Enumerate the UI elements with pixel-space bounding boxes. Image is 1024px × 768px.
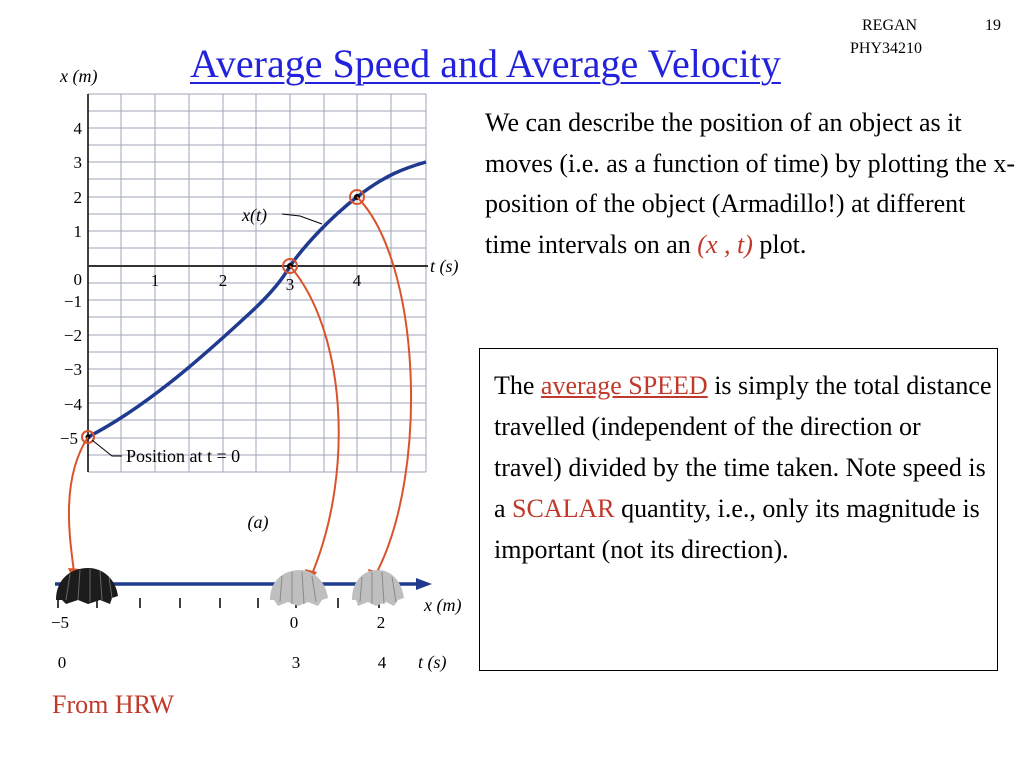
y-tick-label: 0	[74, 270, 83, 289]
data-point-marker	[282, 258, 298, 274]
time-row-label: t (s)	[418, 652, 447, 673]
y-tick-label: 2	[74, 188, 83, 207]
armadillo-icon	[270, 570, 328, 606]
x-tick-label: 3	[286, 275, 295, 294]
average-speed-definition: The average SPEED is simply the total di…	[494, 365, 994, 570]
grid-horizontal	[88, 93, 426, 473]
armadillo-icon	[352, 570, 404, 606]
y-tick-label: −5	[60, 429, 78, 448]
average-speed-term: average SPEED	[540, 371, 708, 400]
speed-text-part2: quantity, i.e., only its magnitude is im…	[494, 494, 980, 564]
time-row-value: 0	[58, 653, 67, 672]
start-label: Position at t = 0	[126, 446, 240, 466]
arrow-heads	[68, 568, 380, 584]
y-tick-label: 4	[74, 119, 83, 138]
start-label-leader	[91, 439, 122, 457]
mapping-arrows	[67, 196, 413, 575]
y-tick-label: −2	[64, 326, 82, 345]
y-tick-label: 3	[74, 153, 83, 172]
time-row-value: 3	[292, 653, 301, 672]
y-axis-label: x (m)	[59, 66, 97, 87]
position-time-figure: x (m) 4 3 2 1 0 −1 −2 −3 −4 −5 1 2 3 4 t…	[51, 66, 462, 673]
curve-label: x(t)	[241, 205, 267, 226]
position-curve	[87, 160, 427, 439]
x-tick-label: 1	[151, 271, 160, 290]
y-tick-label: −4	[64, 395, 83, 414]
source-credit: From HRW	[52, 690, 175, 719]
y-tick-label: −3	[64, 360, 82, 379]
author-label: REGAN	[862, 17, 918, 34]
grid-vertical	[120, 94, 427, 472]
xt-notation: (x , t)	[697, 229, 753, 259]
intro-text: We can describe the position of an objec…	[485, 108, 1015, 259]
number-line-label: x (m)	[423, 595, 461, 616]
data-point-marker	[349, 189, 365, 205]
intro-paragraph: We can describe the position of an objec…	[485, 103, 1015, 265]
panel-label: (a)	[248, 512, 269, 533]
speed-prefix: The	[494, 371, 541, 400]
page-title: Average Speed and Average Velocity	[190, 41, 781, 86]
y-tick-label: 1	[74, 222, 83, 241]
scalar-term: SCALAR	[512, 494, 615, 523]
number-line-tick-label: −5	[51, 613, 69, 632]
number-line-tick-label: 2	[377, 613, 386, 632]
armadillo-icon	[56, 568, 118, 604]
x-axis-label: t (s)	[430, 256, 459, 277]
x-tick-label: 2	[219, 271, 228, 290]
intro-text-end: plot.	[752, 229, 807, 259]
number-line-tick-label: 0	[290, 613, 299, 632]
course-code: PHY34210	[850, 40, 923, 57]
page-number: 19	[985, 17, 1001, 34]
data-point-marker	[81, 430, 95, 444]
y-tick-label: −1	[64, 292, 82, 311]
speed-text-part1: is simply the total distance travelled (…	[494, 371, 992, 523]
number-line-arrowhead	[416, 578, 432, 590]
x-tick-label: 4	[353, 271, 362, 290]
average-speed-box: The average SPEED is simply the total di…	[479, 348, 998, 671]
time-row-value: 4	[378, 653, 387, 672]
curve-label-leader	[281, 213, 323, 225]
